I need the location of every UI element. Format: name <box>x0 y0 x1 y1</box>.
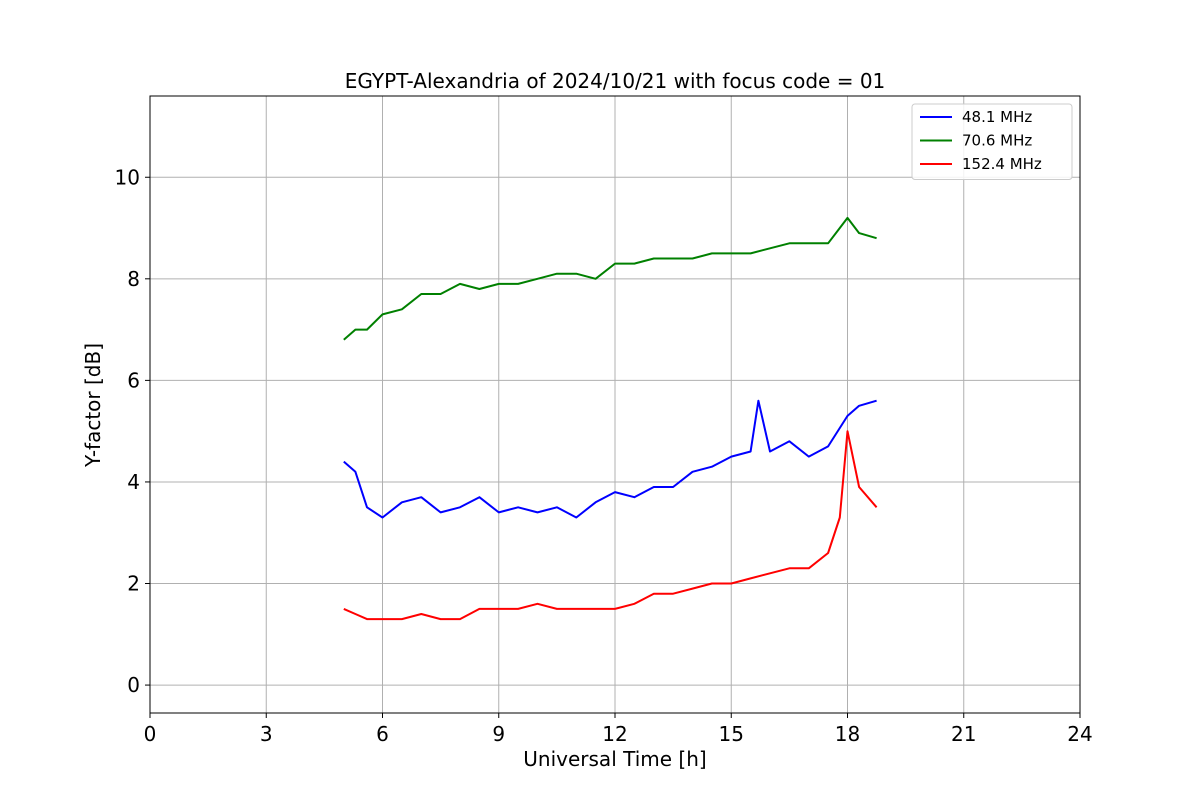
series-line-2 <box>343 430 878 621</box>
legend: 48.1 MHz 70.6 MHz 152.4 MHz <box>911 103 1073 180</box>
y-tick-label: 4 <box>127 470 140 494</box>
y-tick-label: 2 <box>127 572 140 596</box>
legend-label: 70.6 MHz <box>962 132 1032 150</box>
legend-label: 48.1 MHz <box>962 108 1032 126</box>
x-tick-label: 6 <box>376 722 389 746</box>
series-line-1 <box>343 216 877 341</box>
x-tick-label: 3 <box>260 722 273 746</box>
y-tick-label: 10 <box>115 165 140 189</box>
y-tick-label: 6 <box>127 368 140 392</box>
legend-box <box>911 103 1073 180</box>
x-tick-label: 0 <box>144 722 157 746</box>
x-axis-title: Universal Time [h] <box>523 747 706 771</box>
y-tick-label: 0 <box>127 673 140 697</box>
chart-title: EGYPT-Alexandria of 2024/10/21 with focu… <box>345 69 886 93</box>
plot-area <box>343 216 878 621</box>
x-tick-label: 24 <box>1067 722 1092 746</box>
x-tick-label: 15 <box>719 722 744 746</box>
y-axis-title: Y-factor [dB] <box>81 343 105 468</box>
series-line-0 <box>343 399 877 519</box>
x-tick-label: 18 <box>835 722 860 746</box>
x-tick-label: 12 <box>602 722 627 746</box>
x-tick-label: 9 <box>492 722 505 746</box>
x-tick-label: 21 <box>951 722 976 746</box>
legend-label: 152.4 MHz <box>962 155 1042 173</box>
y-tick-label: 8 <box>127 267 140 291</box>
